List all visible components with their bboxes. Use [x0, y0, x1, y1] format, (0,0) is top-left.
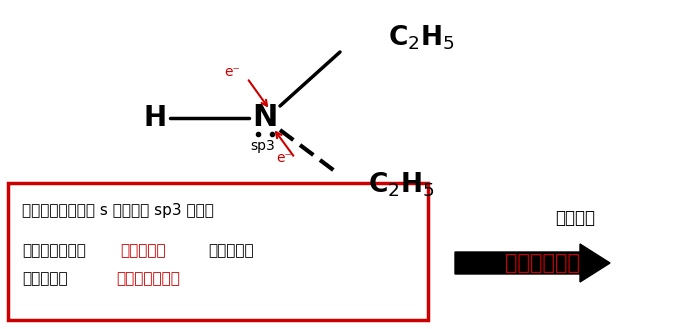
Text: C$_2$H$_5$: C$_2$H$_5$: [368, 171, 435, 199]
Text: 窓素の: 窓素の: [22, 271, 68, 287]
Text: N: N: [252, 104, 278, 133]
Text: H: H: [143, 104, 167, 132]
Text: e⁻: e⁻: [224, 65, 240, 79]
Text: C$_2$H$_5$: C$_2$H$_5$: [388, 24, 454, 52]
Text: 相対的に: 相対的に: [555, 209, 595, 227]
Text: sp3: sp3: [250, 139, 275, 153]
Text: 電子密度が高い: 電子密度が高い: [116, 271, 180, 287]
Text: e⁻: e⁻: [276, 151, 292, 165]
Text: ・非共有電子対が s 性の低い sp3 に収容: ・非共有電子対が s 性の低い sp3 に収容: [22, 204, 214, 218]
Text: 塩基性は強い: 塩基性は強い: [505, 253, 580, 273]
Bar: [8, 183, 428, 320]
Text: ・アルキル基の: ・アルキル基の: [22, 243, 86, 259]
Text: 電子供与性: 電子供与性: [120, 243, 165, 259]
FancyArrow shape: [455, 244, 610, 282]
Text: 電子効果で: 電子効果で: [208, 243, 253, 259]
